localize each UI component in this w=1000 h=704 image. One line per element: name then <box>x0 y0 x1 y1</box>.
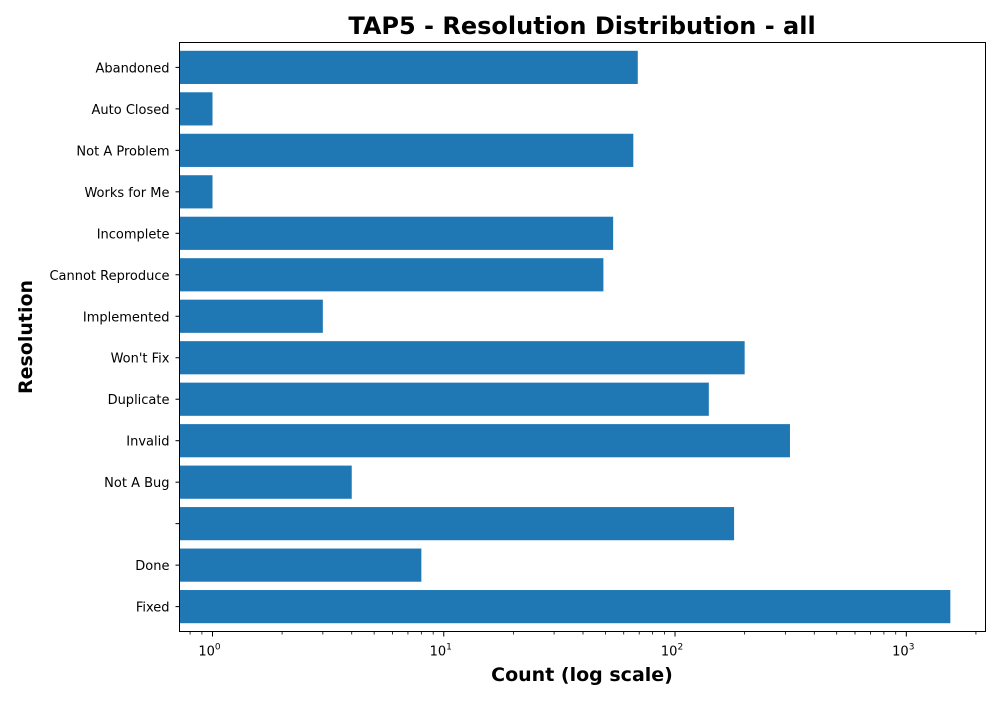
bar-auto-closed <box>179 92 213 126</box>
y-tick-label: Not A Problem <box>76 144 169 159</box>
y-tick-label: Duplicate <box>108 393 170 408</box>
y-tick-label: Not A Bug <box>104 476 169 491</box>
bar-abandoned <box>179 50 638 84</box>
y-tick-label: Done <box>135 559 169 574</box>
bar-done <box>179 548 422 582</box>
bar-invalid <box>179 424 790 458</box>
y-tick-label: Implemented <box>83 310 170 325</box>
y-tick-label: Incomplete <box>97 227 170 242</box>
bar-incomplete <box>179 216 614 250</box>
y-axis-label: Resolution <box>15 280 37 394</box>
bar-works-for-me <box>179 175 213 209</box>
bar-fixed <box>179 590 951 624</box>
x-tick-label: 102 <box>661 643 683 660</box>
x-tick-label: 101 <box>430 643 452 660</box>
bar-not-a-problem <box>179 133 634 167</box>
x-tick-label: 100 <box>198 643 221 660</box>
plot-frame <box>179 42 986 632</box>
bar-unlabeled-11 <box>179 507 735 541</box>
y-tick-label: Won't Fix <box>111 352 170 367</box>
bar-cannot-reproduce <box>179 258 604 292</box>
bar-implemented <box>179 299 323 333</box>
x-axis-label: Count (log scale) <box>491 664 673 686</box>
bar-won-t-fix <box>179 341 745 375</box>
bar-not-a-bug <box>179 465 352 499</box>
y-tick-label: Auto Closed <box>92 103 170 118</box>
y-tick-label: Cannot Reproduce <box>49 269 169 284</box>
y-tick-label: Abandoned <box>95 61 169 76</box>
y-tick-label: Invalid <box>126 435 169 450</box>
x-tick-label: 103 <box>892 643 914 660</box>
chart-title: TAP5 - Resolution Distribution - all <box>348 12 815 40</box>
bar-duplicate <box>179 382 709 416</box>
y-tick-label: Works for Me <box>84 186 169 201</box>
y-tick-label: Fixed <box>136 601 170 616</box>
